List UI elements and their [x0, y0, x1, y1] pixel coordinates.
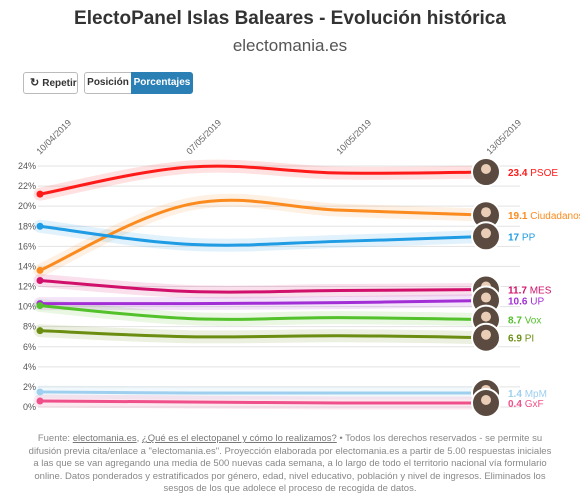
line-chart: 0% 2% 4% 6% 8% 10% 12% 14% 16% 18% 20% 22% 24% 10/04/… [18, 117, 580, 418]
series-value-label: 6.9 [508, 334, 525, 345]
avatar-face-icon [481, 164, 491, 175]
series-value-label: 11.7 [508, 286, 530, 297]
series-name-label: GxF [525, 399, 544, 410]
series-line-mes [38, 278, 492, 294]
series-start-point [36, 388, 44, 396]
footer-note: Fuente: electomania.es, ¿Qué es el elect… [28, 433, 552, 496]
series-line-mpm [38, 390, 492, 395]
y-tick-label: 24% [18, 161, 36, 171]
series-value-label: 19.1 [508, 211, 530, 222]
x-tick-label: 10/05/2019 [334, 117, 373, 156]
series-name-label: MES [530, 286, 552, 297]
series-name-label: PI [525, 334, 534, 345]
y-tick-label: 18% [18, 221, 36, 231]
series-name-label: UP [530, 297, 544, 308]
faq-link[interactable]: ¿Qué es el electopanel y cómo lo realiza… [141, 433, 337, 444]
repeat-button-label: Repetir [42, 78, 77, 89]
refresh-icon: ↻ [30, 77, 40, 89]
series-value-label: 0.4 [508, 399, 525, 410]
y-tick-label: 16% [18, 241, 36, 251]
series-value-label: 17 [508, 232, 522, 243]
series-end-label: 6.9 PI [508, 334, 534, 345]
y-tick-label: 10% [18, 302, 36, 312]
series-start-point [36, 266, 44, 274]
series-start-point [36, 276, 44, 284]
series-line-gxf [38, 399, 492, 405]
x-tick-label: 13/05/2019 [484, 117, 523, 156]
series-name-label: Ciudadanos [530, 211, 580, 222]
series-value-label: 10.6 [508, 297, 530, 308]
series-end-label: 23.4 PSOE [508, 168, 558, 179]
series-line-pp [38, 224, 492, 247]
avatar-face-icon [481, 311, 491, 322]
y-tick-label: 4% [23, 362, 36, 372]
series-end-label: 11.7 MES [508, 286, 552, 297]
series-end-label: 8.7 Vox [508, 316, 541, 327]
repeat-button[interactable]: ↻ Repetir [23, 72, 78, 94]
series-start-point [36, 190, 44, 198]
avatar-face-icon [481, 207, 491, 218]
y-tick-label: 2% [23, 382, 36, 392]
series-start-point [36, 397, 44, 405]
y-tick-label: 12% [18, 282, 36, 292]
series-name-label: PSOE [530, 168, 558, 179]
y-tick-label: 14% [18, 261, 36, 271]
footer-separator: , [136, 433, 142, 444]
series-name-label: MpM [525, 389, 547, 400]
series-end-label: 10.6 UP [508, 297, 544, 308]
series-value-label: 8.7 [508, 316, 525, 327]
avatar-face-icon [481, 228, 491, 239]
series-line-vox [38, 304, 492, 322]
series-end-label: 17 PP [508, 232, 536, 243]
avatar-face-icon [481, 329, 491, 340]
series-name-label: Vox [525, 316, 542, 327]
percentages-toggle-button[interactable]: Porcentajes [131, 72, 193, 94]
x-tick-label: 10/04/2019 [34, 117, 73, 156]
series-end-label: 19.1 Ciudadanos [508, 211, 580, 222]
y-tick-label: 20% [18, 201, 36, 211]
y-tick-label: 22% [18, 181, 36, 191]
x-tick-label: 07/05/2019 [184, 117, 223, 156]
series-end-label: 1.4 MpM [508, 389, 547, 400]
chart-title: ElectoPanel Islas Baleares - Evolución h… [74, 8, 506, 29]
avatar-face-icon [481, 394, 491, 405]
position-toggle-button[interactable]: Posición [84, 72, 132, 94]
series-name-label: PP [522, 232, 536, 243]
source-link[interactable]: electomania.es [72, 433, 137, 444]
footer-prefix: Fuente: [37, 433, 73, 444]
chart-subtitle: electomania.es [232, 36, 348, 55]
series-line-up [38, 299, 492, 306]
avatar-face-icon [481, 292, 491, 303]
y-tick-label: 8% [23, 322, 36, 332]
series-value-label: 1.4 [508, 389, 525, 400]
series-line-psoe [38, 164, 492, 196]
footer-body: • Todos los derechos reservados - se per… [28, 433, 552, 494]
series-start-point [36, 327, 44, 335]
y-tick-label: 0% [23, 402, 36, 412]
series-line-pi [38, 329, 492, 340]
y-tick-label: 6% [23, 342, 36, 352]
series-end-label: 0.4 GxF [508, 399, 544, 410]
series-value-label: 23.4 [508, 168, 530, 179]
series-start-point [36, 302, 44, 310]
series-start-point [36, 222, 44, 230]
